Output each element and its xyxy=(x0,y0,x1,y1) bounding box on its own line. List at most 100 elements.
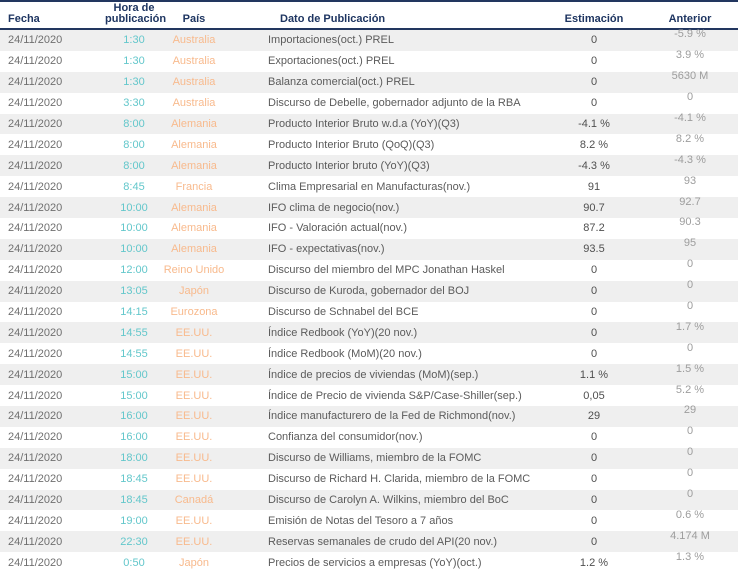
table-row: 24/11/2020 8:00 Alemania Producto Interior … xyxy=(0,154,738,177)
cell-pais: EE.UU. xyxy=(175,389,213,402)
cell-hora: 18:45 xyxy=(120,473,148,486)
cell-fecha: 24/11/2020 xyxy=(8,285,63,298)
cell-pais: EE.UU. xyxy=(175,514,213,527)
cell-hora: 16:00 xyxy=(120,410,148,423)
cell-pais: Canadá xyxy=(174,494,214,507)
cell-fecha: 24/11/2020 xyxy=(8,34,63,47)
table-row: 24/11/2020 10:00 Alemania IFO - Valoración … xyxy=(0,216,738,239)
cell-pais: EE.UU. xyxy=(175,535,213,548)
table-row: 24/11/2020 19:00 EE.UU. Emisión de Notas de… xyxy=(0,509,738,531)
cell-fecha: 24/11/2020 xyxy=(8,347,63,360)
table-row: 24/11/2020 16:00 EE.UU. Confianza del consu… xyxy=(0,425,738,448)
cell-hora: 14:15 xyxy=(120,306,148,319)
cell-estimacion: 29 xyxy=(587,410,601,423)
cell-fecha: 24/11/2020 xyxy=(8,535,63,548)
column-header-dato: Dato de Publicación xyxy=(280,13,386,25)
cell-estimacion: 0 xyxy=(590,306,598,319)
cell-hora: 12:00 xyxy=(120,264,148,277)
table-row: 24/11/2020 10:00 Alemania IFO - expectativa… xyxy=(0,237,738,260)
cell-fecha: 24/11/2020 xyxy=(8,389,63,402)
cell-pais: Reino Unido xyxy=(163,264,225,277)
table-body: 24/11/2020 1:30 Australia Importaciones(oct… xyxy=(0,28,738,573)
cell-anterior: 93 xyxy=(683,174,697,187)
cell-pais: Francia xyxy=(175,180,213,193)
cell-anterior: 0 xyxy=(686,91,694,104)
cell-hora: 8:45 xyxy=(123,180,145,193)
cell-dato: Importaciones(oct.) PREL xyxy=(268,34,394,47)
cell-anterior: 3.9 % xyxy=(675,49,705,62)
cell-estimacion: 0 xyxy=(590,431,598,444)
cell-pais: Japón xyxy=(179,285,209,298)
cell-hora: 10:00 xyxy=(120,222,148,235)
cell-anterior: 0 xyxy=(686,446,694,459)
cell-estimacion: 0 xyxy=(590,347,598,360)
cell-estimacion: 1.1 % xyxy=(579,368,609,381)
cell-anterior: -4.1 % xyxy=(674,112,706,124)
cell-dato: Discurso de Williams, miembro de la FOMC xyxy=(268,452,482,465)
cell-dato: Producto Interior Bruto (QoQ)(Q3) xyxy=(268,138,435,151)
cell-fecha: 24/11/2020 xyxy=(8,55,63,68)
cell-fecha: 24/11/2020 xyxy=(8,201,63,214)
table-row: 24/11/2020 14:55 EE.UU. Índice Redbook (YoY… xyxy=(0,321,738,344)
cell-estimacion: 0 xyxy=(590,97,598,110)
table-row: 24/11/2020 10:00 Alemania IFO clima de nego… xyxy=(0,196,738,219)
cell-dato: IFO - Valoración actual(nov.) xyxy=(268,222,407,235)
cell-dato: Balanza comercial(oct.) PREL xyxy=(268,76,415,89)
table-row: 24/11/2020 8:45 Francia Clima Empresarial e… xyxy=(0,174,738,197)
table-row: 24/11/2020 18:45 Canadá Discurso de Carolyn… xyxy=(0,488,738,511)
cell-dato: Índice manufacturero de la Fed de Richmo… xyxy=(268,410,516,423)
cell-anterior: 0 xyxy=(686,279,694,292)
cell-fecha: 24/11/2020 xyxy=(8,556,63,569)
cell-fecha: 24/11/2020 xyxy=(8,138,63,151)
cell-estimacion: 0 xyxy=(590,285,598,298)
cell-hora: 16:00 xyxy=(120,431,148,444)
cell-dato: Precios de servicios a empresas (YoY)(oc… xyxy=(268,556,482,569)
cell-fecha: 24/11/2020 xyxy=(8,159,63,172)
cell-dato: Discurso del miembro del MPC Jonathan Ha… xyxy=(268,264,505,277)
cell-pais: EE.UU. xyxy=(175,326,213,339)
cell-fecha: 24/11/2020 xyxy=(8,76,63,89)
table-row: 24/11/2020 16:00 EE.UU. Índice manufacturer… xyxy=(0,404,738,427)
cell-anterior: 0 xyxy=(686,425,694,438)
cell-anterior: 0 xyxy=(686,341,694,354)
cell-anterior: 0 xyxy=(686,258,694,271)
cell-estimacion: 0,05 xyxy=(583,389,605,402)
table-row: 24/11/2020 1:30 Australia Balanza comercial… xyxy=(0,70,738,93)
cell-pais: Australia xyxy=(172,34,216,47)
cell-estimacion: 0 xyxy=(590,34,598,47)
cell-estimacion: 0 xyxy=(590,473,598,486)
cell-anterior: 1.3 % xyxy=(675,550,705,563)
table-row: 24/11/2020 18:45 EE.UU. Discurso de Richard… xyxy=(0,467,738,490)
cell-estimacion: 91 xyxy=(587,180,601,193)
cell-fecha: 24/11/2020 xyxy=(8,264,63,277)
cell-dato: IFO clima de negocio(nov.) xyxy=(268,201,400,214)
table-row: 24/11/2020 3:30 Australia Discurso de Debel… xyxy=(0,91,738,114)
cell-pais: EE.UU. xyxy=(175,410,213,423)
cell-anterior: 4.174 M xyxy=(670,529,710,542)
cell-pais: Alemania xyxy=(171,222,217,235)
cell-hora: 14:55 xyxy=(120,326,148,339)
cell-dato: Discurso de Kuroda, gobernador del BOJ xyxy=(268,285,470,298)
cell-dato: Emisión de Notas del Tesoro a 7 años xyxy=(268,514,454,527)
cell-estimacion: 93.5 xyxy=(583,243,605,256)
column-header-hora: Hora de publicación xyxy=(105,2,167,25)
cell-fecha: 24/11/2020 xyxy=(8,97,63,110)
cell-hora: 3:30 xyxy=(123,97,145,110)
cell-fecha: 24/11/2020 xyxy=(8,514,63,527)
column-header-pais: País xyxy=(182,13,206,25)
cell-estimacion: -4.1 % xyxy=(578,118,610,130)
cell-estimacion: 0 xyxy=(590,76,598,89)
cell-pais: Eurozona xyxy=(170,306,218,319)
cell-fecha: 24/11/2020 xyxy=(8,222,63,235)
cell-fecha: 24/11/2020 xyxy=(8,410,63,423)
table-row: 24/11/2020 14:15 Eurozona Discurso de Schna… xyxy=(0,300,738,323)
cell-hora: 19:00 xyxy=(120,514,148,527)
cell-pais: EE.UU. xyxy=(175,368,213,381)
cell-hora: 14:55 xyxy=(120,347,148,360)
cell-dato: Discurso de Richard H. Clarida, miembro … xyxy=(268,473,531,486)
table-row: 24/11/2020 14:55 EE.UU. Índice Redbook (MoM… xyxy=(0,341,738,364)
table-row: 24/11/2020 0:50 Japón Precios de servicios … xyxy=(0,550,738,573)
cell-estimacion: 0 xyxy=(590,55,598,68)
table-row: 24/11/2020 8:00 Alemania Producto Interior … xyxy=(0,133,738,155)
cell-estimacion: 1.2 % xyxy=(579,556,609,569)
